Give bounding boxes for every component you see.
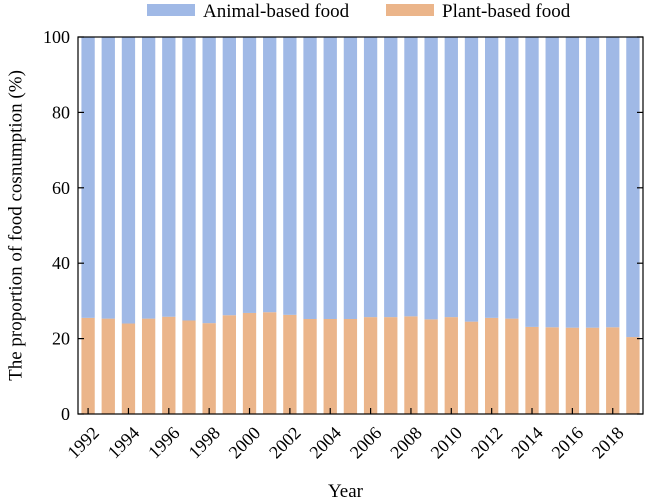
bar-plant-based-food-1997 — [182, 320, 196, 414]
bar-animal-based-food-1996 — [162, 37, 176, 317]
bar-animal-based-food-2019 — [626, 37, 640, 338]
y-tick-label-0: 0 — [61, 404, 70, 424]
bar-animal-based-food-2003 — [303, 37, 317, 319]
bar-plant-based-food-2002 — [283, 314, 297, 414]
y-tick-label-100: 100 — [43, 27, 70, 47]
bar-plant-based-food-1995 — [141, 318, 156, 414]
bar-plant-based-food-2018 — [606, 327, 620, 414]
x-tick-label-2012: 2012 — [467, 423, 507, 463]
bar-plant-based-food-1993 — [101, 318, 115, 414]
bar-plant-based-food-1992 — [81, 317, 95, 414]
y-tick-label-40: 40 — [52, 253, 70, 273]
bar-animal-based-food-2012 — [485, 37, 499, 318]
bar-animal-based-food-2015 — [545, 37, 559, 328]
x-tick-label-2018: 2018 — [588, 423, 628, 463]
x-tick-label-2008: 2008 — [386, 423, 426, 463]
bar-animal-based-food-2000 — [242, 37, 257, 313]
bar-animal-based-food-1992 — [81, 37, 95, 318]
bar-plant-based-food-2004 — [323, 319, 337, 414]
bar-animal-based-food-2007 — [384, 37, 398, 318]
bar-plant-based-food-2014 — [525, 326, 539, 414]
bar-animal-based-food-2017 — [585, 37, 600, 328]
x-tick-label-2006: 2006 — [346, 423, 386, 463]
x-axis-label: Year — [328, 481, 364, 501]
bar-animal-based-food-2011 — [464, 37, 479, 322]
bar-plant-based-food-2007 — [384, 317, 398, 414]
bar-animal-based-food-1997 — [182, 37, 196, 321]
bar-animal-based-food-2016 — [565, 37, 580, 328]
bar-plant-based-food-2012 — [485, 317, 499, 414]
y-axis-ticks: 0 20 40 60 80 100 — [43, 27, 643, 424]
bar-animal-based-food-1994 — [121, 37, 136, 324]
bar-animal-based-food-2004 — [323, 37, 337, 319]
x-tick-label-2002: 2002 — [265, 423, 305, 463]
bar-animal-based-food-1995 — [141, 37, 156, 319]
plot-frame — [77, 36, 644, 415]
bar-plant-based-food-1996 — [162, 316, 176, 414]
x-tick-label-1992: 1992 — [63, 423, 103, 463]
bar-plant-based-food-1994 — [121, 323, 136, 414]
legend-label-animal-based-food: Animal-based food — [203, 1, 350, 22]
bar-plant-based-food-2005 — [343, 319, 358, 414]
bar-plant-based-food-2006 — [363, 317, 378, 414]
bar-plant-based-food-2010 — [444, 317, 458, 414]
bar-plant-based-food-2008 — [404, 316, 418, 414]
legend-label-plant-based-food: Plant-based food — [442, 1, 571, 22]
y-axis-label: The proportion of food cosnumption (%) — [5, 70, 26, 381]
bar-plant-based-food-2015 — [545, 327, 559, 414]
bar-animal-based-food-2002 — [283, 37, 297, 315]
x-axis-ticks: 1992 1994 1996 1998 2000 2002 2004 2006 2008 2010… — [63, 408, 628, 463]
bar-plant-based-food-2003 — [303, 319, 317, 414]
x-tick-label-2004: 2004 — [305, 423, 345, 463]
legend-swatch-plant-based-food — [386, 4, 434, 16]
x-tick-label-1998: 1998 — [184, 423, 224, 463]
x-tick-label-2010: 2010 — [427, 423, 467, 463]
x-tick-label-2014: 2014 — [507, 423, 547, 463]
bar-plant-based-food-1998 — [202, 323, 216, 414]
bar-animal-based-food-1993 — [101, 37, 115, 319]
bar-animal-based-food-2013 — [505, 37, 519, 319]
x-tick-label-2016: 2016 — [548, 423, 588, 463]
bar-animal-based-food-1998 — [202, 37, 216, 324]
bar-plant-based-food-2011 — [464, 321, 479, 414]
bar-plant-based-food-2016 — [565, 327, 580, 414]
bar-animal-based-food-2009 — [424, 37, 438, 320]
bars — [81, 37, 640, 414]
bar-plant-based-food-1999 — [222, 315, 236, 414]
bar-plant-based-food-2009 — [424, 319, 438, 414]
bar-plant-based-food-2019 — [626, 337, 640, 414]
bar-animal-based-food-2010 — [444, 37, 458, 318]
bar-plant-based-food-2001 — [263, 312, 277, 414]
bar-animal-based-food-2008 — [404, 37, 418, 317]
legend: Animal-based food Plant-based food — [147, 1, 571, 22]
legend-swatch-animal-based-food — [147, 4, 195, 16]
y-tick-label-60: 60 — [52, 178, 70, 198]
bar-plant-based-food-2013 — [505, 318, 519, 414]
x-tick-label-2000: 2000 — [225, 423, 265, 463]
bar-animal-based-food-1999 — [222, 37, 236, 316]
bar-animal-based-food-2018 — [606, 37, 620, 328]
y-tick-label-80: 80 — [52, 102, 70, 122]
y-tick-label-20: 20 — [52, 329, 70, 349]
bar-plant-based-food-2017 — [585, 327, 600, 414]
x-tick-label-1996: 1996 — [144, 423, 184, 463]
bar-animal-based-food-2001 — [263, 37, 277, 313]
x-tick-label-1994: 1994 — [104, 423, 144, 463]
bar-plant-based-food-2000 — [242, 312, 257, 414]
bar-animal-based-food-2005 — [343, 37, 358, 319]
bar-animal-based-food-2014 — [525, 37, 539, 327]
bar-animal-based-food-2006 — [363, 37, 378, 318]
